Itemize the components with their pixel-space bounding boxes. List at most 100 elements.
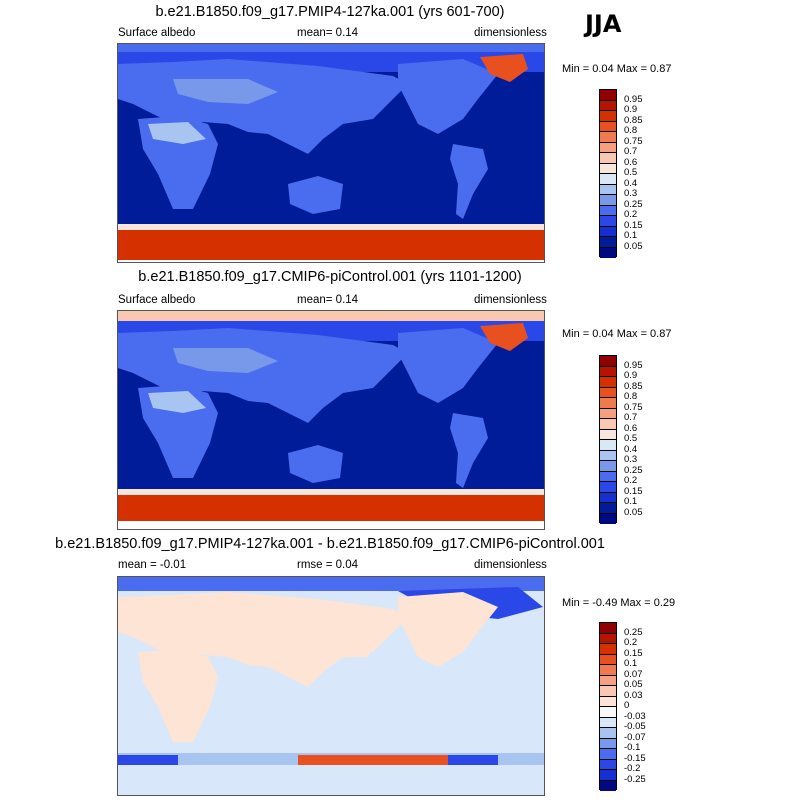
panel-2-minmax: Min = 0.04 Max = 0.87	[562, 328, 672, 340]
colorbar-tick-label: -0.15	[624, 752, 646, 764]
colorbar-swatch	[600, 707, 616, 718]
colorbar-tick-label: 0.1	[624, 496, 638, 507]
colorbar-3	[599, 622, 617, 791]
arctic-band	[118, 44, 544, 52]
colorbar-swatch	[600, 142, 616, 153]
antarctica-gap	[118, 260, 544, 262]
colorbar-tick-label: 0.85	[624, 114, 643, 126]
eurasia-positive	[118, 592, 408, 687]
panel-3-rmse-label: rmse = 0.04	[297, 559, 359, 571]
colorbar-tick-label: -0.25	[624, 773, 646, 785]
colorbar-tick-label: 0.3	[624, 454, 638, 465]
colorbar-swatch	[600, 665, 616, 676]
colorbar-tick-label: 0.85	[624, 380, 643, 392]
colorbar-tick-label: 0.05	[624, 679, 643, 690]
map-1-svg	[118, 44, 544, 262]
colorbar-swatch	[600, 132, 616, 143]
australia-land	[288, 176, 343, 214]
africa-positive	[138, 649, 218, 742]
colorbar-swatch	[600, 633, 616, 644]
colorbar-tick-label: 0.15	[624, 219, 643, 231]
colorbar-swatch	[600, 675, 616, 686]
colorbar-tick-label: 0.9	[624, 104, 638, 115]
panel-1-variable-label: Surface albedo	[118, 27, 196, 39]
colorbar-tick-label: 0.15	[624, 485, 643, 497]
colorbar-swatch	[600, 623, 616, 634]
colorbar-swatch	[600, 686, 616, 697]
panel-2-units-label: dimensionless	[474, 294, 547, 306]
colorbar-tick-label: 0.9	[624, 370, 638, 381]
colorbar-tick-label: 0.2	[624, 209, 638, 220]
panel-1-title: b.e21.B1850.f09_g17.PMIP4-127ka.001 (yrs…	[155, 4, 505, 20]
colorbar-tick-label: 0.25	[624, 464, 643, 476]
colorbar-tick-label: 0.3	[624, 188, 638, 199]
colorbar-swatch	[600, 471, 616, 482]
colorbar-swatch	[600, 503, 616, 514]
colorbar-swatch	[600, 163, 616, 174]
map-3-svg	[118, 577, 544, 795]
panel-2-variable-label: Surface albedo	[118, 294, 196, 306]
north-america-land	[398, 59, 498, 134]
panel-3-title: b.e21.B1850.f09_g17.PMIP4-127ka.001 - b.…	[55, 536, 605, 552]
colorbar-swatch	[600, 770, 616, 781]
colorbar-swatch	[600, 356, 616, 367]
colorbar-tick-label: -0.07	[624, 731, 646, 743]
colorbar-tick-label: 0.8	[624, 391, 638, 402]
greenland-ice	[480, 54, 528, 82]
southern-negative-west	[118, 755, 178, 765]
colorbar-swatch	[600, 121, 616, 132]
colorbar-tick-label: 0.5	[624, 433, 638, 444]
colorbar-swatch	[600, 90, 616, 101]
colorbar-1	[599, 89, 617, 258]
colorbar-tick-label: 0.1	[624, 658, 638, 669]
southern-sea-ice	[118, 495, 544, 521]
colorbar-swatch	[600, 366, 616, 377]
arctic-negative	[118, 577, 544, 591]
north-america-positive	[398, 592, 498, 667]
panel-1-map	[117, 43, 545, 263]
panel-2-title: b.e21.B1850.f09_g17.CMIP6-piControl.001 …	[138, 269, 522, 285]
colorbar-tick-label: 0.5	[624, 167, 638, 178]
colorbar-tick-label: 0.03	[624, 689, 643, 701]
colorbar-swatch	[600, 205, 616, 216]
colorbar-swatch	[600, 398, 616, 409]
colorbar-swatch	[600, 237, 616, 248]
arctic-band	[118, 311, 544, 321]
panel-1-units-label: dimensionless	[474, 27, 547, 39]
southern-negative-east	[448, 755, 498, 765]
colorbar-swatch	[600, 780, 616, 791]
colorbar-swatch	[600, 153, 616, 164]
sahara-land	[148, 122, 206, 144]
colorbar-tick-label: 0.4	[624, 443, 638, 455]
panel-3-map	[117, 576, 545, 796]
australia-land	[288, 445, 343, 483]
southern-sea-ice	[118, 230, 544, 260]
pacific-positive	[268, 632, 378, 659]
colorbar-tick-label: 0.75	[624, 135, 643, 147]
panel-3-mean-label: mean = -0.01	[118, 559, 187, 571]
colorbar-swatch	[600, 749, 616, 760]
colorbar-tick-label: 0.15	[624, 647, 643, 659]
colorbar-swatch	[600, 728, 616, 739]
colorbar-tick-label: 0.95	[624, 359, 643, 371]
colorbar-tick-label: -0.1	[624, 742, 641, 753]
south-america-land	[450, 413, 488, 488]
south-america-land	[450, 144, 488, 219]
colorbar-swatch	[600, 226, 616, 237]
colorbar-tick-label: 0.2	[624, 475, 638, 486]
panel-3-units-label: dimensionless	[474, 559, 547, 571]
season-label: JJA	[585, 10, 622, 38]
greenland-ice	[480, 323, 528, 351]
colorbar-tick-label: 0.6	[624, 156, 638, 168]
colorbar-tick-label: 0.75	[624, 401, 643, 413]
antarctica-gap	[118, 521, 544, 529]
colorbar-swatch	[600, 696, 616, 707]
colorbar-tick-label: 0.8	[624, 125, 638, 136]
colorbar-tick-label: 0.25	[624, 626, 643, 638]
colorbar-swatch	[600, 450, 616, 461]
sea-ice-edge	[118, 489, 544, 495]
colorbar-tick-label: 0.05	[624, 240, 643, 252]
colorbar-swatch	[600, 513, 616, 524]
colorbar-swatch	[600, 738, 616, 749]
colorbar-swatch	[600, 654, 616, 665]
